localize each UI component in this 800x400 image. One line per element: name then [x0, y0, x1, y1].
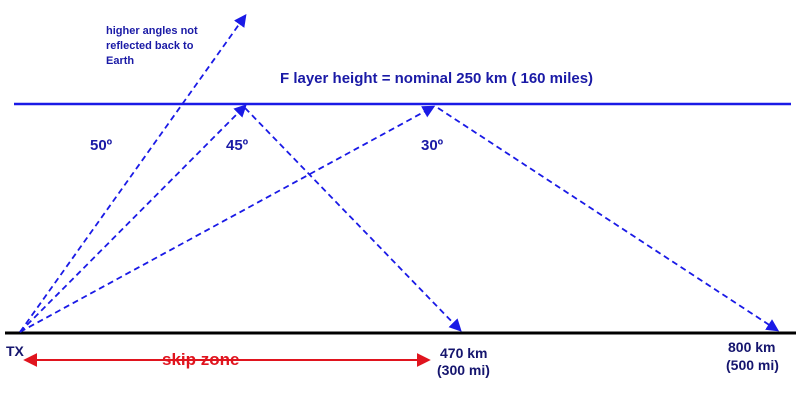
angle-label-30: 30º — [421, 137, 444, 154]
note-line-3: Earth — [106, 55, 134, 67]
ray-45-up — [19, 104, 247, 333]
note-line-1: higher angles not — [106, 25, 198, 37]
angle-label-50: 50º — [90, 137, 113, 154]
ray-50-escaping — [19, 13, 247, 333]
distance-470-km: 470 km — [440, 345, 487, 361]
skip-zone-label: skip zone — [162, 350, 239, 369]
distance-470-mi: (300 mi) — [437, 362, 490, 378]
distance-800-km: 800 km — [728, 339, 775, 355]
tx-label: TX — [6, 343, 25, 359]
distance-800-mi: (500 mi) — [726, 357, 779, 373]
angle-label-45: 45º — [226, 137, 249, 154]
note-line-2: reflected back to — [106, 40, 194, 52]
ray-45-down — [244, 107, 462, 332]
ray-30-up — [19, 105, 436, 333]
f-layer-title: F layer height = nominal 250 km ( 160 mi… — [280, 70, 593, 87]
ray-30-down — [437, 107, 780, 332]
